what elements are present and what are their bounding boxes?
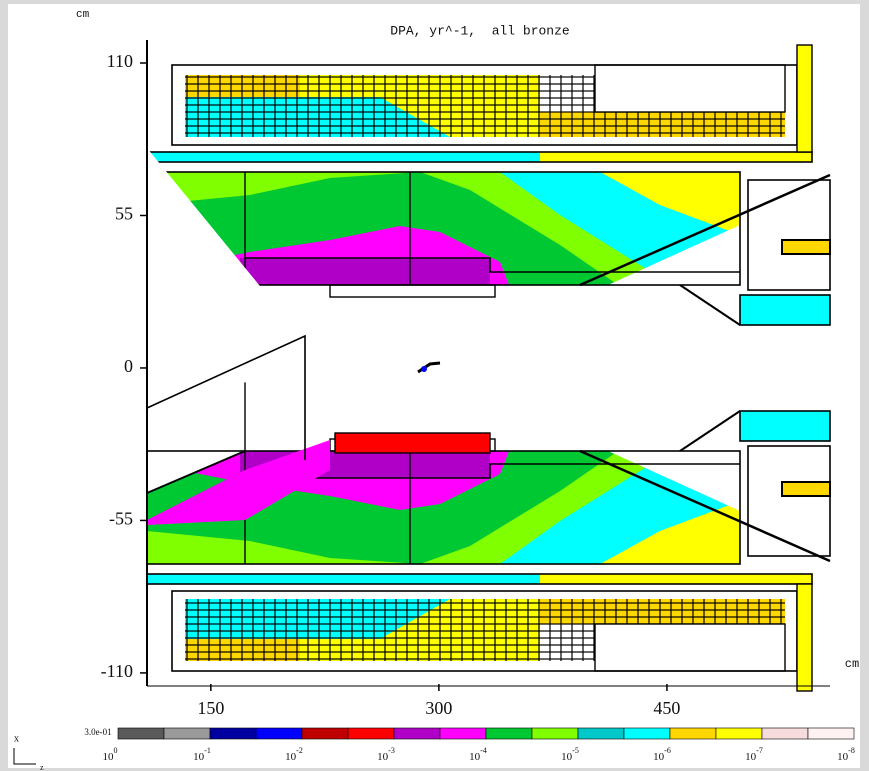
y-tick-label: -55 (109, 509, 133, 529)
colorbar-tick-label: 10-8 (837, 746, 855, 763)
colorbar-tick-base: 10 (103, 751, 115, 763)
colorbar-swatch (347, 727, 395, 740)
colorbar-tick-base: 10 (377, 751, 389, 763)
colorbar-tick-base: 10 (745, 751, 757, 763)
axis-indicator-label: x (14, 733, 19, 744)
axis-indicator-label: z (40, 763, 44, 771)
colorbar-tick-base: 10 (653, 751, 665, 763)
colorbar-tick-exp: -6 (664, 746, 671, 755)
colorbar-swatch (577, 727, 625, 740)
y-unit: cm (76, 9, 90, 21)
colorbar-tick-label: 10-1 (193, 746, 211, 763)
y-tick-label: 110 (107, 51, 133, 71)
colorbar-tick-base: 10 (837, 751, 849, 763)
colorbar-tick-label: 10-6 (653, 746, 671, 763)
colorbar-tick-exp: -5 (572, 746, 579, 755)
colorbar-swatch (163, 727, 211, 740)
colorbar-tick-label: 10-3 (377, 746, 395, 763)
colorbar-tick-exp: -2 (296, 746, 303, 755)
colorbar-swatch (439, 727, 487, 740)
colorbar-tick-label: 10-2 (285, 746, 303, 763)
colorbar-swatch (393, 727, 441, 740)
y-tick-label: 0 (124, 356, 133, 376)
colorbar-swatch (485, 727, 533, 740)
colorbar-swatch (761, 727, 809, 740)
colorbar-swatch (255, 727, 303, 740)
colorbar-tick-base: 10 (285, 751, 297, 763)
colorbar-swatch (301, 727, 349, 740)
colorbar-tick-label: 10-5 (561, 746, 579, 763)
colorbar-max-label: 3.0e-01 (84, 727, 111, 737)
y-tick-label: -110 (101, 661, 133, 681)
colorbar-tick-label: 10-4 (469, 746, 487, 763)
colorbar-tick-label: 10-7 (745, 746, 763, 763)
colorbar-tick-exp: -8 (848, 746, 855, 755)
colorbar-tick-exp: -7 (756, 746, 763, 755)
colorbar-swatch (209, 727, 257, 740)
colorbar-swatch (623, 727, 671, 740)
chart-title: DPA, yr^-1, all bronze (390, 23, 569, 38)
x-unit: cm (845, 657, 859, 671)
heatmap (145, 43, 832, 693)
colorbar-tick-base: 10 (561, 751, 573, 763)
colorbar-tick-exp: -4 (480, 746, 487, 755)
colorbar-tick-exp: -3 (388, 746, 395, 755)
colorbar-swatch (807, 727, 855, 740)
x-tick-label: 150 (197, 698, 224, 718)
colorbar-tick-label: 100 (103, 746, 118, 763)
colorbar-tick-base: 10 (469, 751, 481, 763)
colorbar-tick-base: 10 (193, 751, 205, 763)
x-tick-label: 300 (425, 698, 452, 718)
colorbar-swatch (715, 727, 763, 740)
axis-indicator (13, 748, 36, 765)
x-tick-label: 450 (653, 698, 680, 718)
colorbar-tick-exp: -1 (204, 746, 211, 755)
colorbar-swatch (117, 727, 165, 740)
y-tick-label: 55 (115, 204, 133, 224)
colorbar-swatch (531, 727, 579, 740)
colorbar-swatch (669, 727, 717, 740)
colorbar-tick-exp: 0 (114, 746, 118, 755)
